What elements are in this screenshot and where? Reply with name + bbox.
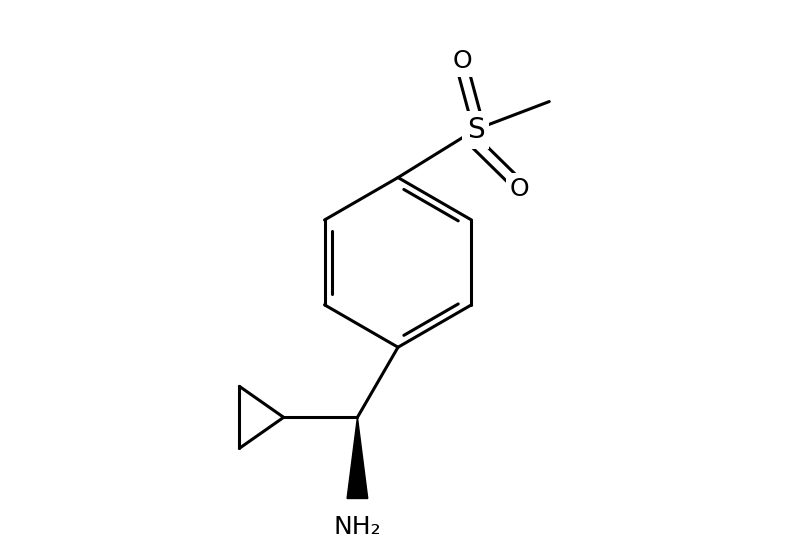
- Text: NH₂: NH₂: [334, 515, 381, 539]
- Polygon shape: [347, 417, 368, 498]
- Text: O: O: [510, 177, 529, 201]
- Text: O: O: [452, 49, 472, 73]
- Text: S: S: [466, 115, 484, 144]
